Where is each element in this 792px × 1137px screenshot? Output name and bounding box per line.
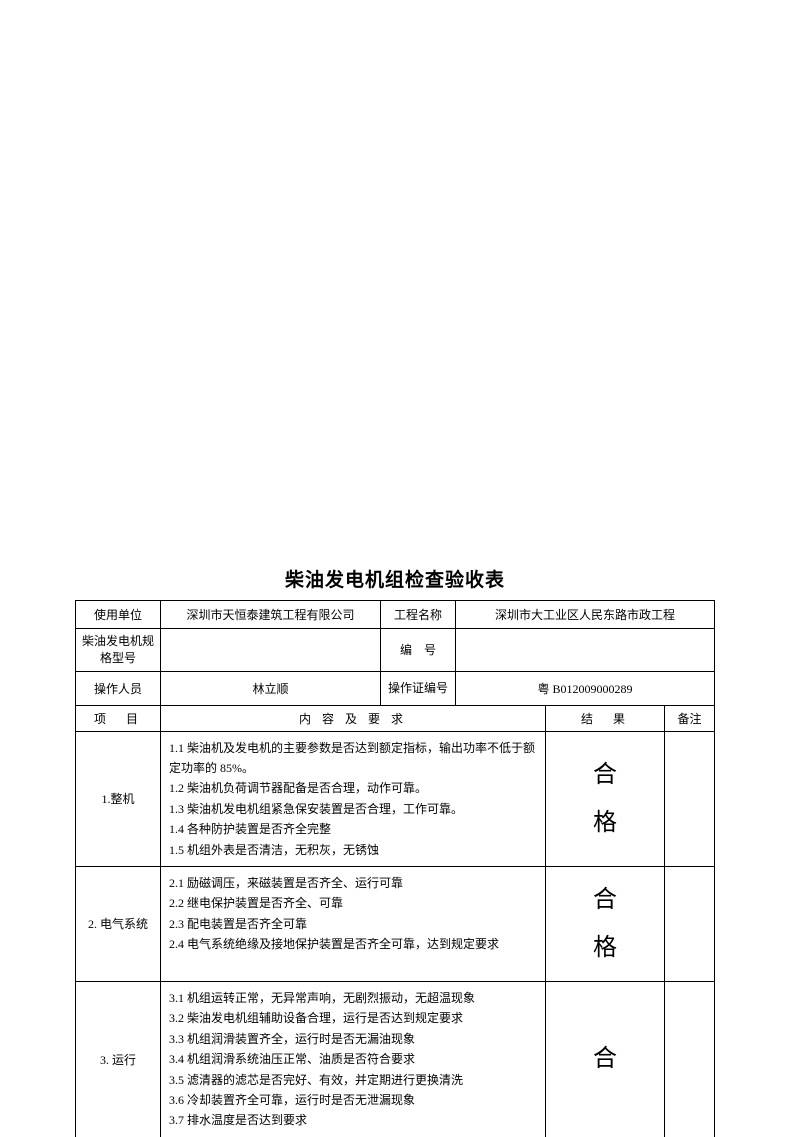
document-title: 柴油发电机组检查验收表	[75, 565, 715, 592]
section-row-2: 2. 电气系统 2.1 励磁调压，来磁装置是否齐全、运行可靠 2.2 继电保护装…	[76, 866, 715, 981]
section-1-remark	[664, 731, 714, 866]
section-3-remark	[664, 981, 714, 1136]
col-project: 项 目	[76, 705, 161, 731]
header-row-3: 操作人员 林立顺 操作证编号 粤 B012009000289	[76, 671, 715, 705]
header-row-1: 使用单位 深圳市天恒泰建筑工程有限公司 工程名称 深圳市大工业区人民东路市政工程	[76, 601, 715, 629]
value-operator: 林立顺	[161, 671, 381, 705]
value-cert-no: 粤 B012009000289	[456, 671, 715, 705]
section-3-result: 合	[546, 981, 665, 1136]
section-row-1: 1.整机 1.1 柴油机及发电机的主要参数是否达到额定指标，输出功率不低于额定功…	[76, 731, 715, 866]
section-2-content: 2.1 励磁调压，来磁装置是否齐全、运行可靠 2.2 继电保护装置是否齐全、可靠…	[161, 866, 546, 981]
value-project-name: 深圳市大工业区人民东路市政工程	[456, 601, 715, 629]
section-2-remark	[664, 866, 714, 981]
section-2-result: 合 格	[546, 866, 665, 981]
col-remark: 备注	[664, 705, 714, 731]
section-1-content: 1.1 柴油机及发电机的主要参数是否达到额定指标，输出功率不低于额定功率的 85…	[161, 731, 546, 866]
value-model	[161, 629, 381, 672]
section-1-name: 1.整机	[76, 731, 161, 866]
label-using-unit: 使用单位	[76, 601, 161, 629]
header-row-2: 柴油发电机规格型号 编 号	[76, 629, 715, 672]
section-3-content: 3.1 机组运转正常，无异常声响，无剧烈振动，无超温现象 3.2 柴油发电机组辅…	[161, 981, 546, 1136]
value-using-unit: 深圳市天恒泰建筑工程有限公司	[161, 601, 381, 629]
label-cert-no: 操作证编号	[381, 671, 456, 705]
section-3-name: 3. 运行	[76, 981, 161, 1136]
section-1-result: 合 格	[546, 731, 665, 866]
label-model: 柴油发电机规格型号	[76, 629, 161, 672]
label-operator: 操作人员	[76, 671, 161, 705]
col-result: 结 果	[546, 705, 665, 731]
section-row-3: 3. 运行 3.1 机组运转正常，无异常声响，无剧烈振动，无超温现象 3.2 柴…	[76, 981, 715, 1136]
label-project-name: 工程名称	[381, 601, 456, 629]
column-headers: 项 目 内 容 及 要 求 结 果 备注	[76, 705, 715, 731]
col-content: 内 容 及 要 求	[161, 705, 546, 731]
value-serial	[456, 629, 715, 672]
inspection-table: 使用单位 深圳市天恒泰建筑工程有限公司 工程名称 深圳市大工业区人民东路市政工程…	[75, 600, 715, 1137]
section-2-name: 2. 电气系统	[76, 866, 161, 981]
label-serial: 编 号	[381, 629, 456, 672]
